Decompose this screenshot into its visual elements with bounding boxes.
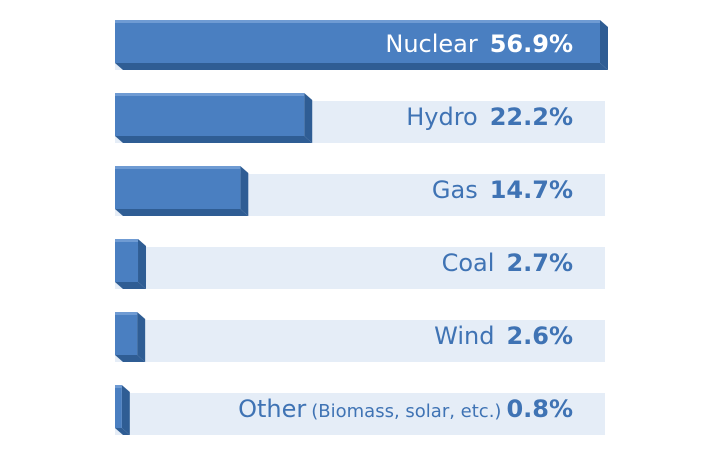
category-label-gas: Gas (432, 176, 478, 204)
bar-group-hydro: Hydro 22.2% (115, 93, 605, 143)
category-label-wind: Wind (434, 322, 494, 350)
bar-gas (115, 166, 241, 209)
bar-group-other: Other (Biomass, solar, etc.) 0.8% (115, 385, 605, 435)
bar-group-nuclear: Nuclear 56.9% (115, 20, 608, 70)
bar-bottom-hydro (115, 136, 313, 143)
bar-track-other (115, 393, 605, 435)
value-label-coal: 2.7% (506, 249, 573, 277)
bar-group-wind: Wind 2.6% (115, 312, 605, 362)
bar-coal (115, 239, 139, 282)
bar-highlight-gas (115, 166, 241, 169)
bar-label-hydro: Hydro 22.2% (406, 103, 573, 131)
value-label-hydro: 22.2% (490, 103, 573, 131)
bar-highlight-other (115, 385, 122, 388)
bar-highlight-hydro (115, 93, 305, 96)
bar-bottom-gas (115, 209, 249, 216)
category-label-hydro: Hydro (406, 103, 478, 131)
bar-side-gas (240, 166, 249, 216)
bar-nuclear (115, 20, 600, 63)
bar-track-wind (115, 320, 605, 362)
bar-bottom-coal (115, 282, 147, 289)
category-label-nuclear: Nuclear (385, 30, 478, 58)
bar-label-nuclear: Nuclear 56.9% (385, 30, 573, 58)
bar-other (115, 385, 122, 428)
bar-bottom-wind (115, 355, 146, 362)
bar-group-gas: Gas 14.7% (115, 166, 605, 216)
bar-bottom-other (115, 428, 130, 435)
value-label-other: 0.8% (506, 395, 573, 423)
bar-highlight-nuclear (115, 20, 600, 23)
bar-label-coal: Coal 2.7% (442, 249, 573, 277)
bar-bottom-nuclear (115, 63, 608, 70)
bar-group-coal: Coal 2.7% (115, 239, 605, 289)
bar-highlight-coal (115, 239, 139, 242)
bar-hydro (115, 93, 305, 136)
bar-side-nuclear (600, 20, 608, 70)
category-label-other: Other (238, 395, 306, 423)
bar-label-other: Other (Biomass, solar, etc.) 0.8% (238, 395, 573, 423)
bar-side-hydro (304, 93, 313, 143)
category-label-coal: Coal (442, 249, 495, 277)
bar-track-coal (115, 247, 605, 289)
bar-side-coal (138, 239, 147, 289)
bar-side-wind (137, 312, 146, 362)
value-label-gas: 14.7% (490, 176, 573, 204)
bar-side-other (121, 385, 130, 435)
value-label-wind: 2.6% (506, 322, 573, 350)
category-note-other: (Biomass, solar, etc.) (311, 401, 501, 422)
bar-label-wind: Wind 2.6% (434, 322, 573, 350)
bar-highlight-wind (115, 312, 138, 315)
value-label-nuclear: 56.9% (490, 30, 573, 58)
bar-label-gas: Gas 14.7% (432, 176, 573, 204)
bar-wind (115, 312, 138, 355)
